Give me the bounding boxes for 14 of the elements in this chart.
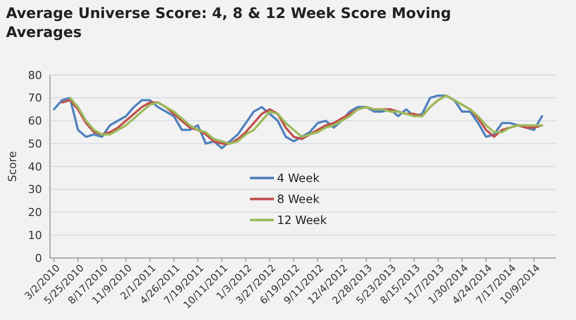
y-tick-label: 70 — [28, 92, 42, 105]
legend-label: 4 Week — [277, 171, 320, 186]
y-tick-label: 40 — [28, 160, 42, 174]
chart-title: Average Universe Score: 4, 8 & 12 Week Score Moving Averages — [6, 6, 452, 41]
legend-label: 8 Week — [277, 192, 320, 206]
y-tick-label: 80 — [28, 68, 42, 82]
y-tick-label: 60 — [28, 114, 42, 128]
y-tick-label: 20 — [28, 206, 42, 220]
y-tick-label: 50 — [28, 137, 42, 150]
y-tick-label: 0 — [35, 252, 42, 265]
legend-label: 12 Week — [277, 213, 328, 228]
y-tick-label: 10 — [28, 228, 42, 242]
y-axis-title: Score — [6, 150, 19, 182]
y-tick-label: 30 — [28, 183, 42, 196]
